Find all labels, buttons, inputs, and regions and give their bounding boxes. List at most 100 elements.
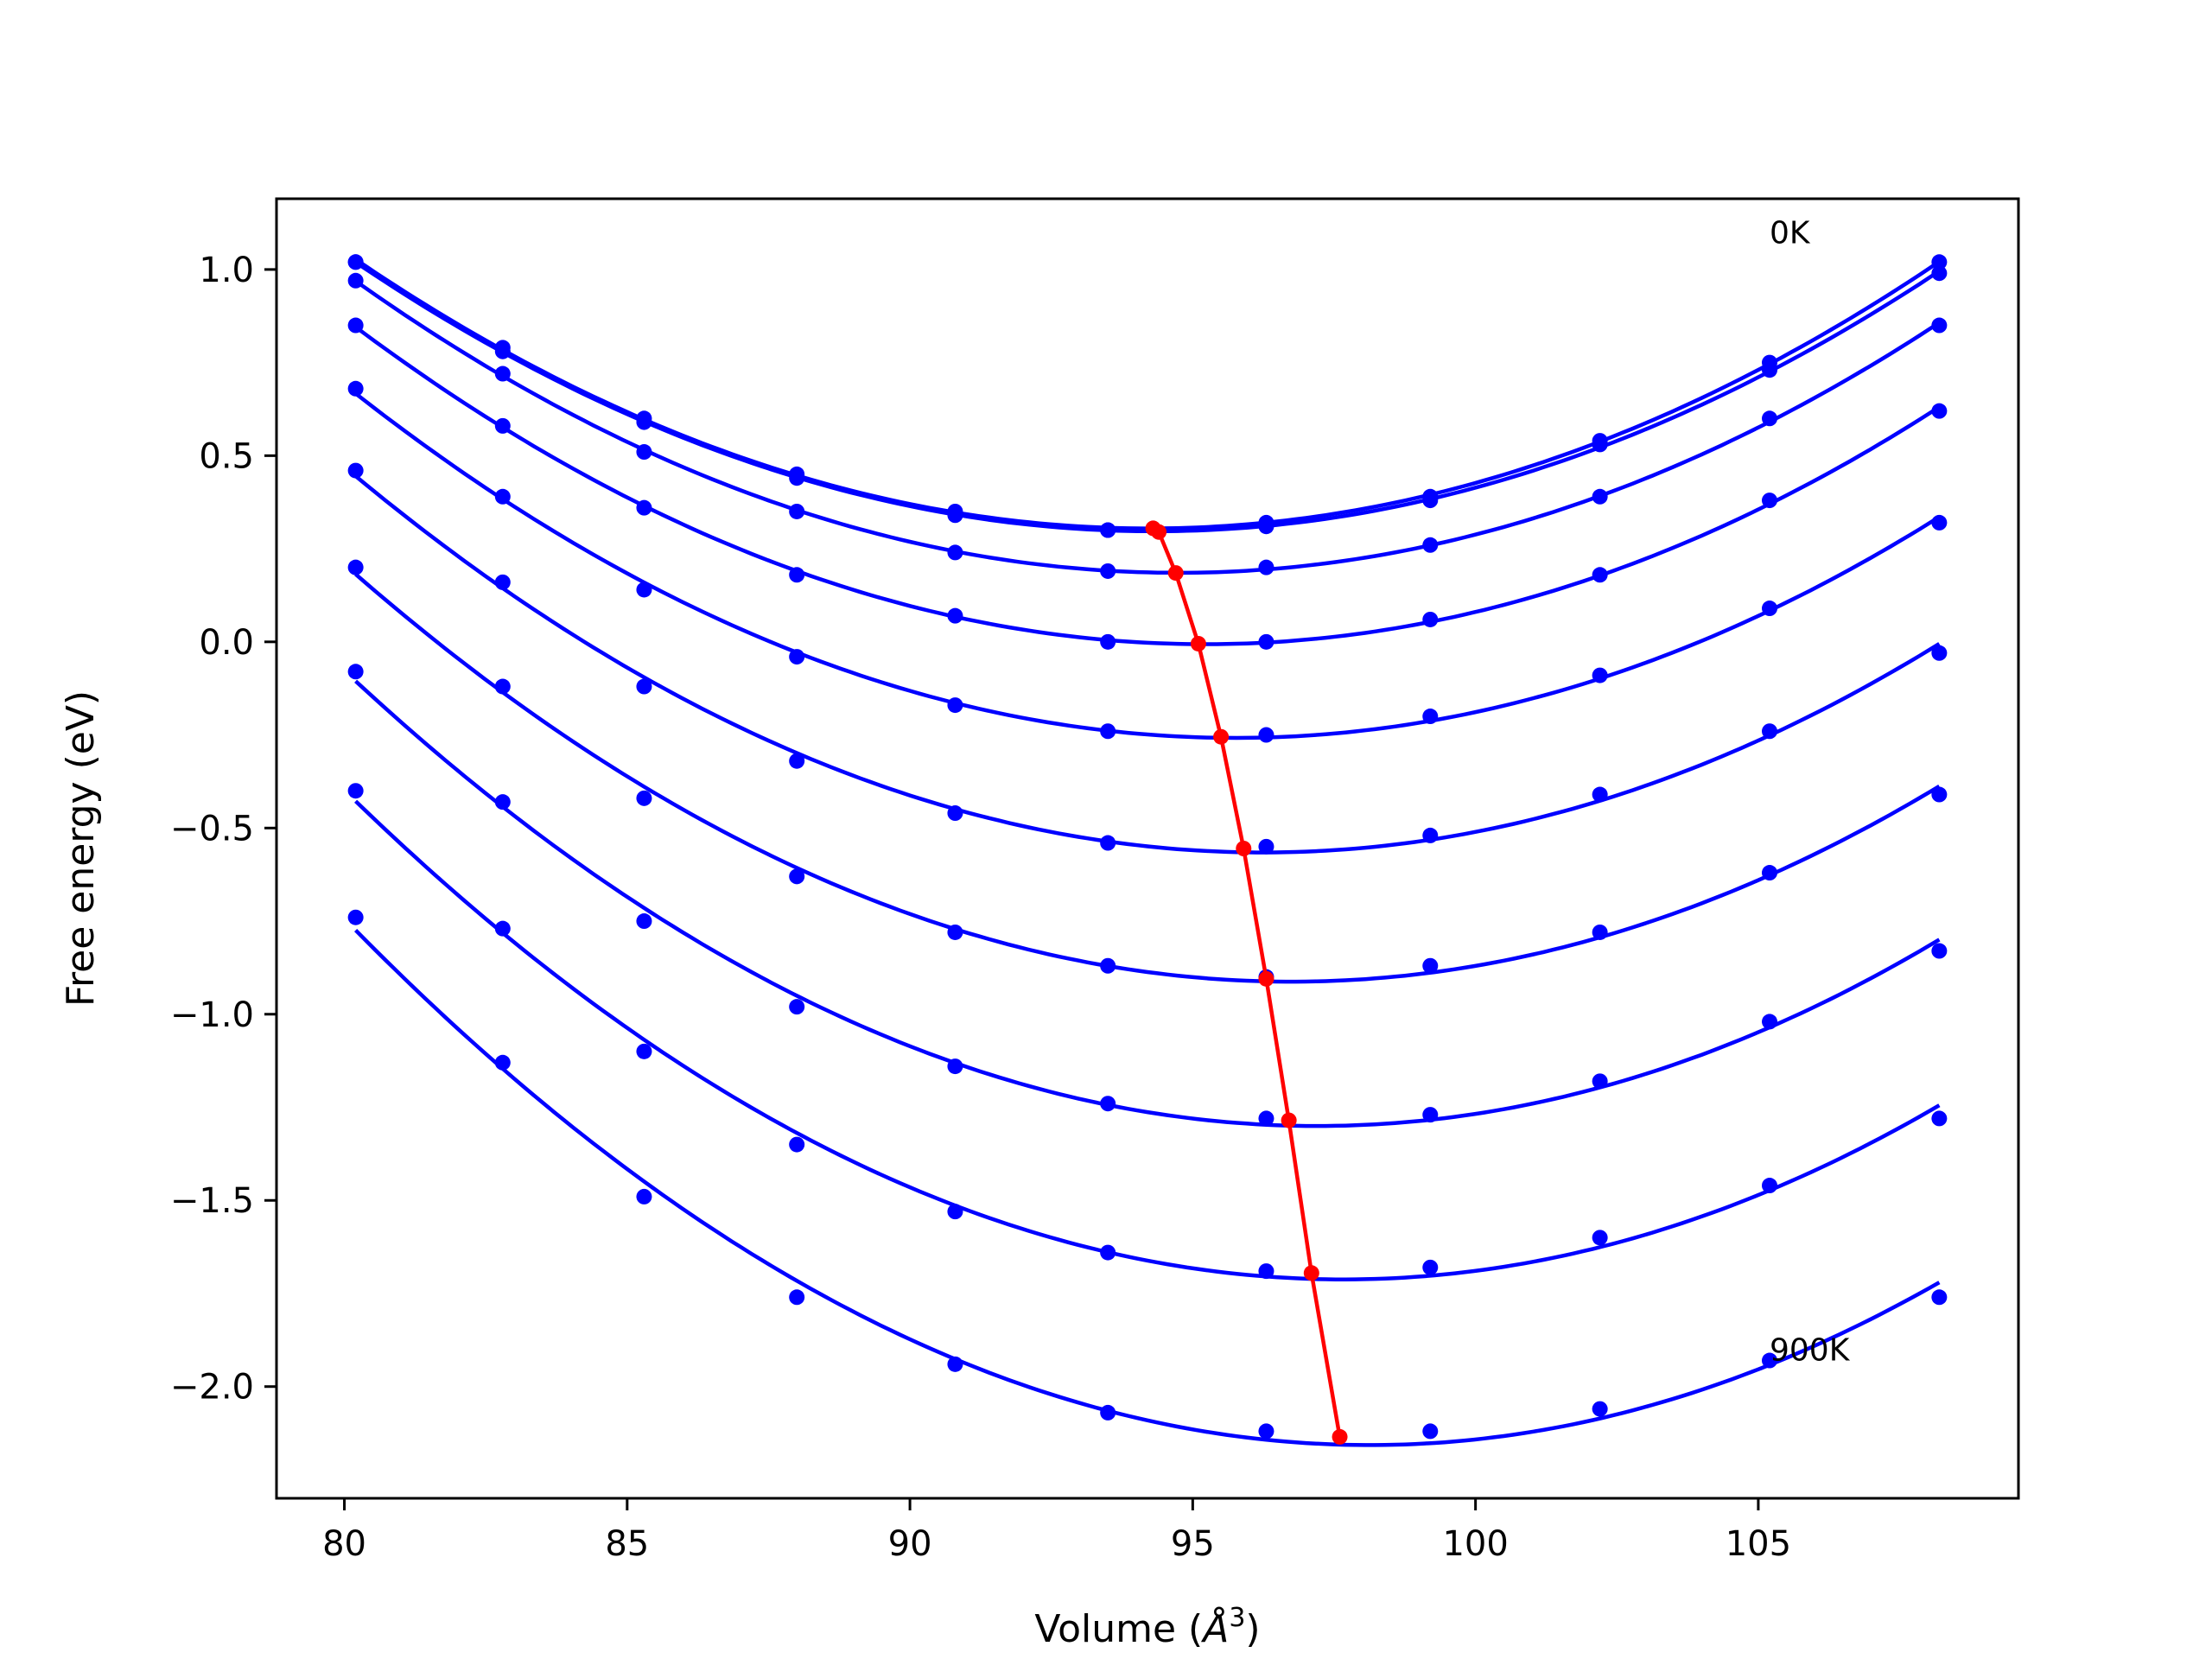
data-point bbox=[1762, 1352, 1777, 1369]
data-point bbox=[947, 924, 963, 940]
data-point bbox=[1931, 317, 1948, 334]
data-point bbox=[1422, 493, 1439, 509]
data-point bbox=[636, 790, 652, 806]
data-point bbox=[636, 1188, 652, 1205]
data-point bbox=[347, 462, 364, 479]
data-point bbox=[636, 913, 652, 930]
minimum-point bbox=[1190, 635, 1206, 652]
data-point bbox=[1762, 493, 1777, 509]
data-point bbox=[347, 254, 364, 270]
data-point bbox=[1422, 1107, 1439, 1123]
data-point bbox=[636, 444, 652, 461]
data-point bbox=[1931, 254, 1948, 270]
y-tick-label: −2.0 bbox=[170, 1368, 254, 1408]
data-point bbox=[1100, 723, 1116, 740]
data-point bbox=[789, 868, 805, 885]
data-point bbox=[1100, 563, 1116, 579]
data-point bbox=[494, 920, 511, 937]
data-point bbox=[347, 317, 364, 334]
data-point bbox=[1762, 410, 1777, 427]
data-point bbox=[347, 380, 364, 397]
data-point bbox=[494, 794, 511, 810]
y-tick-label: −1.5 bbox=[170, 1181, 254, 1221]
data-point bbox=[494, 417, 511, 434]
data-point bbox=[1258, 838, 1274, 855]
minimum-point bbox=[1236, 841, 1252, 856]
y-tick-label: −1.0 bbox=[170, 995, 254, 1035]
data-point bbox=[1592, 436, 1608, 453]
data-point bbox=[1258, 1110, 1274, 1127]
data-point bbox=[1931, 514, 1948, 531]
data-point bbox=[347, 272, 364, 289]
data-point bbox=[1100, 633, 1116, 650]
data-point bbox=[1762, 723, 1777, 740]
y-axis: 1.0 0.5 0.0 −0.5 −1.0 −1.5 −2.0 bbox=[170, 251, 276, 1408]
x-tick-label: 105 bbox=[1726, 1524, 1791, 1564]
x-axis: 80 85 90 95 100 105 bbox=[322, 1498, 1791, 1564]
data-point bbox=[947, 805, 963, 822]
data-point bbox=[1931, 1110, 1948, 1127]
data-point bbox=[1592, 1230, 1608, 1246]
data-point bbox=[1422, 1423, 1439, 1440]
data-point bbox=[1422, 827, 1439, 843]
points-layer bbox=[347, 254, 1948, 1440]
data-point bbox=[1592, 567, 1608, 583]
data-point bbox=[1592, 667, 1608, 683]
minimum-point bbox=[1303, 1265, 1319, 1281]
data-point bbox=[1100, 1404, 1116, 1421]
data-point bbox=[1258, 1263, 1274, 1280]
data-point bbox=[347, 783, 364, 799]
data-point bbox=[789, 649, 805, 665]
free-energy-curve bbox=[354, 474, 1941, 855]
x-tick-label: 85 bbox=[605, 1524, 649, 1564]
data-point bbox=[1258, 559, 1274, 575]
free-energy-curve bbox=[354, 799, 1941, 1281]
y-tick-label: 0.0 bbox=[199, 623, 254, 663]
data-point bbox=[789, 1136, 805, 1153]
x-tick-label: 80 bbox=[322, 1524, 366, 1564]
free-energy-curve bbox=[354, 679, 1941, 1128]
x-axis-label-prefix: Volume ( bbox=[1034, 1607, 1203, 1651]
data-point bbox=[1422, 611, 1439, 627]
data-point bbox=[1762, 1014, 1777, 1030]
data-point bbox=[1592, 1073, 1608, 1090]
data-point bbox=[1258, 633, 1274, 650]
plot-frame bbox=[275, 197, 2020, 1500]
data-point bbox=[789, 1289, 805, 1306]
x-tick-label: 95 bbox=[1171, 1524, 1215, 1564]
data-point bbox=[1762, 362, 1777, 378]
data-point bbox=[947, 1058, 963, 1075]
data-point bbox=[494, 678, 511, 695]
minimum-point bbox=[1167, 565, 1184, 582]
data-point bbox=[636, 499, 652, 516]
free-energy-curve bbox=[354, 279, 1941, 575]
data-point bbox=[1762, 865, 1777, 881]
minimum-point bbox=[1213, 728, 1230, 745]
data-point bbox=[494, 488, 511, 505]
data-point bbox=[1931, 786, 1948, 803]
data-point bbox=[494, 1054, 511, 1071]
x-axis-label-exponent: 3 bbox=[1229, 1603, 1245, 1633]
data-point bbox=[1592, 786, 1608, 803]
minimum-point bbox=[1332, 1428, 1348, 1445]
data-point bbox=[1422, 709, 1439, 725]
data-point bbox=[1100, 522, 1116, 538]
data-point bbox=[494, 365, 511, 382]
free-energy-curve bbox=[354, 325, 1941, 646]
data-point bbox=[1422, 1259, 1439, 1275]
data-point bbox=[789, 503, 805, 519]
data-point bbox=[1592, 924, 1608, 940]
data-point bbox=[1100, 1096, 1116, 1112]
data-point bbox=[636, 678, 652, 695]
data-point bbox=[1100, 835, 1116, 851]
minimum-point bbox=[1281, 1112, 1297, 1128]
data-point bbox=[789, 753, 805, 769]
x-axis-label-suffix: ) bbox=[1245, 1607, 1260, 1651]
minimum-energy-line bbox=[1152, 526, 1342, 1438]
data-point bbox=[789, 470, 805, 486]
minimum-point bbox=[1151, 524, 1167, 540]
data-point bbox=[347, 664, 364, 680]
data-point bbox=[494, 574, 511, 590]
data-point bbox=[1422, 537, 1439, 553]
